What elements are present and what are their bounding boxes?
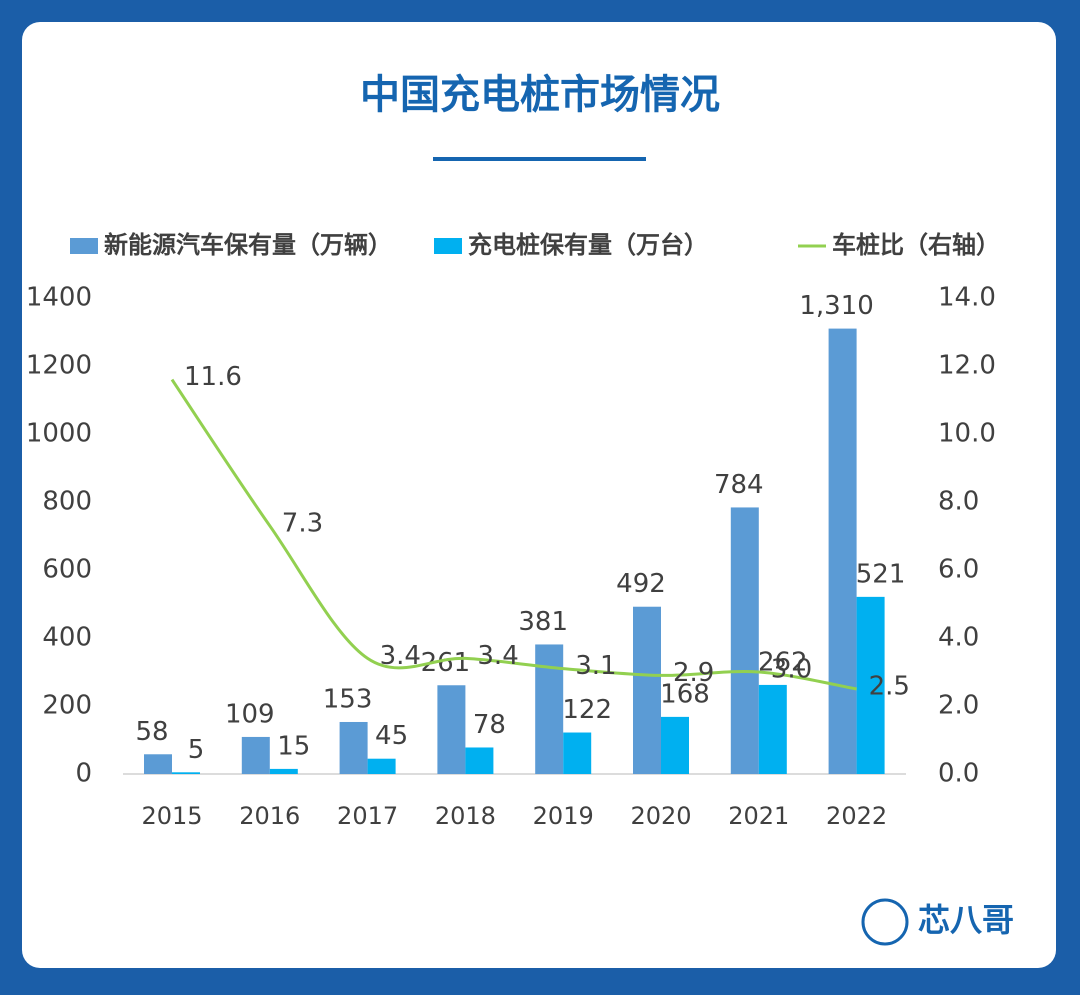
data-label: 153	[323, 684, 373, 714]
bar	[172, 772, 200, 774]
y-tick-label: 1400	[26, 283, 92, 313]
y-tick-label: 600	[42, 555, 92, 585]
y2-tick-label: 8.0	[938, 487, 979, 517]
bar	[828, 328, 857, 774]
bar	[144, 754, 172, 774]
x-tick-label: 2017	[337, 802, 398, 830]
bar	[241, 736, 270, 774]
x-tick-label: 2022	[826, 802, 887, 830]
data-label: 45	[375, 721, 408, 751]
data-label: 3.0	[771, 655, 812, 685]
chart-title: 中国充电桩市场情况	[360, 72, 720, 118]
bar	[563, 732, 592, 774]
y2-tick-label: 14.0	[938, 283, 996, 313]
data-label: 3.1	[575, 651, 616, 681]
bar	[339, 721, 368, 774]
bar	[633, 606, 661, 774]
legend-label: 新能源汽车保有量（万辆）	[104, 231, 392, 259]
legend-label: 车桩比（右轴）	[832, 231, 1000, 259]
data-label: 2.9	[673, 658, 714, 688]
data-label: 5	[188, 735, 205, 765]
data-label: 784	[714, 470, 764, 500]
x-tick-label: 2021	[728, 802, 789, 830]
line	[170, 378, 857, 691]
data-label: 78	[473, 710, 506, 740]
card	[22, 22, 1056, 968]
y2-tick-label: 6.0	[938, 555, 979, 585]
y-tick-label: 1000	[26, 419, 92, 449]
y-tick-label: 800	[42, 487, 92, 517]
y2-tick-label: 10.0	[938, 419, 996, 449]
data-label: 58	[135, 717, 168, 747]
data-label: 492	[616, 569, 666, 599]
data-label: 168	[660, 679, 710, 709]
data-label: 381	[518, 607, 568, 637]
y2-tick-label: 2.0	[938, 691, 979, 721]
bar	[437, 685, 466, 774]
title-underline	[433, 157, 646, 161]
legend-label: 充电桩保有量（万台）	[468, 231, 708, 259]
y2-tick-label: 0.0	[938, 759, 979, 789]
y-tick-label: 400	[42, 623, 92, 653]
y2-tick-label: 4.0	[938, 623, 979, 653]
bar	[758, 684, 787, 774]
data-label: 122	[562, 695, 612, 725]
brand-name: 芯八哥	[918, 901, 1014, 939]
x-tick-label: 2015	[141, 802, 202, 830]
x-tick-label: 2016	[239, 802, 300, 830]
data-label: 15	[277, 731, 310, 761]
legend-swatch	[70, 238, 98, 254]
data-label: 3.4	[380, 641, 421, 671]
y2-tick-label: 12.0	[938, 351, 996, 381]
data-label: 521	[856, 559, 906, 589]
legend-swatch	[434, 238, 462, 254]
bar	[367, 758, 396, 774]
bar	[856, 596, 885, 774]
bar	[269, 768, 298, 774]
logo-icon	[861, 898, 909, 946]
brand-logo: 芯八哥	[861, 898, 1014, 946]
x-tick-label: 2020	[630, 802, 691, 830]
y-tick-label: 1200	[26, 351, 92, 381]
data-label: 1,310	[799, 291, 873, 321]
bar	[661, 716, 689, 774]
data-label: 11.6	[184, 362, 242, 392]
data-label: 7.3	[282, 508, 323, 538]
bar	[465, 747, 494, 774]
y-tick-label: 200	[42, 691, 92, 721]
bar	[730, 507, 759, 774]
bar	[535, 644, 564, 774]
data-label: 3.4	[477, 641, 518, 671]
x-tick-label: 2018	[435, 802, 496, 830]
x-tick-label: 2019	[533, 802, 594, 830]
y-tick-label: 0	[75, 759, 92, 789]
data-label: 2.5	[869, 672, 910, 702]
data-label: 109	[225, 699, 275, 729]
